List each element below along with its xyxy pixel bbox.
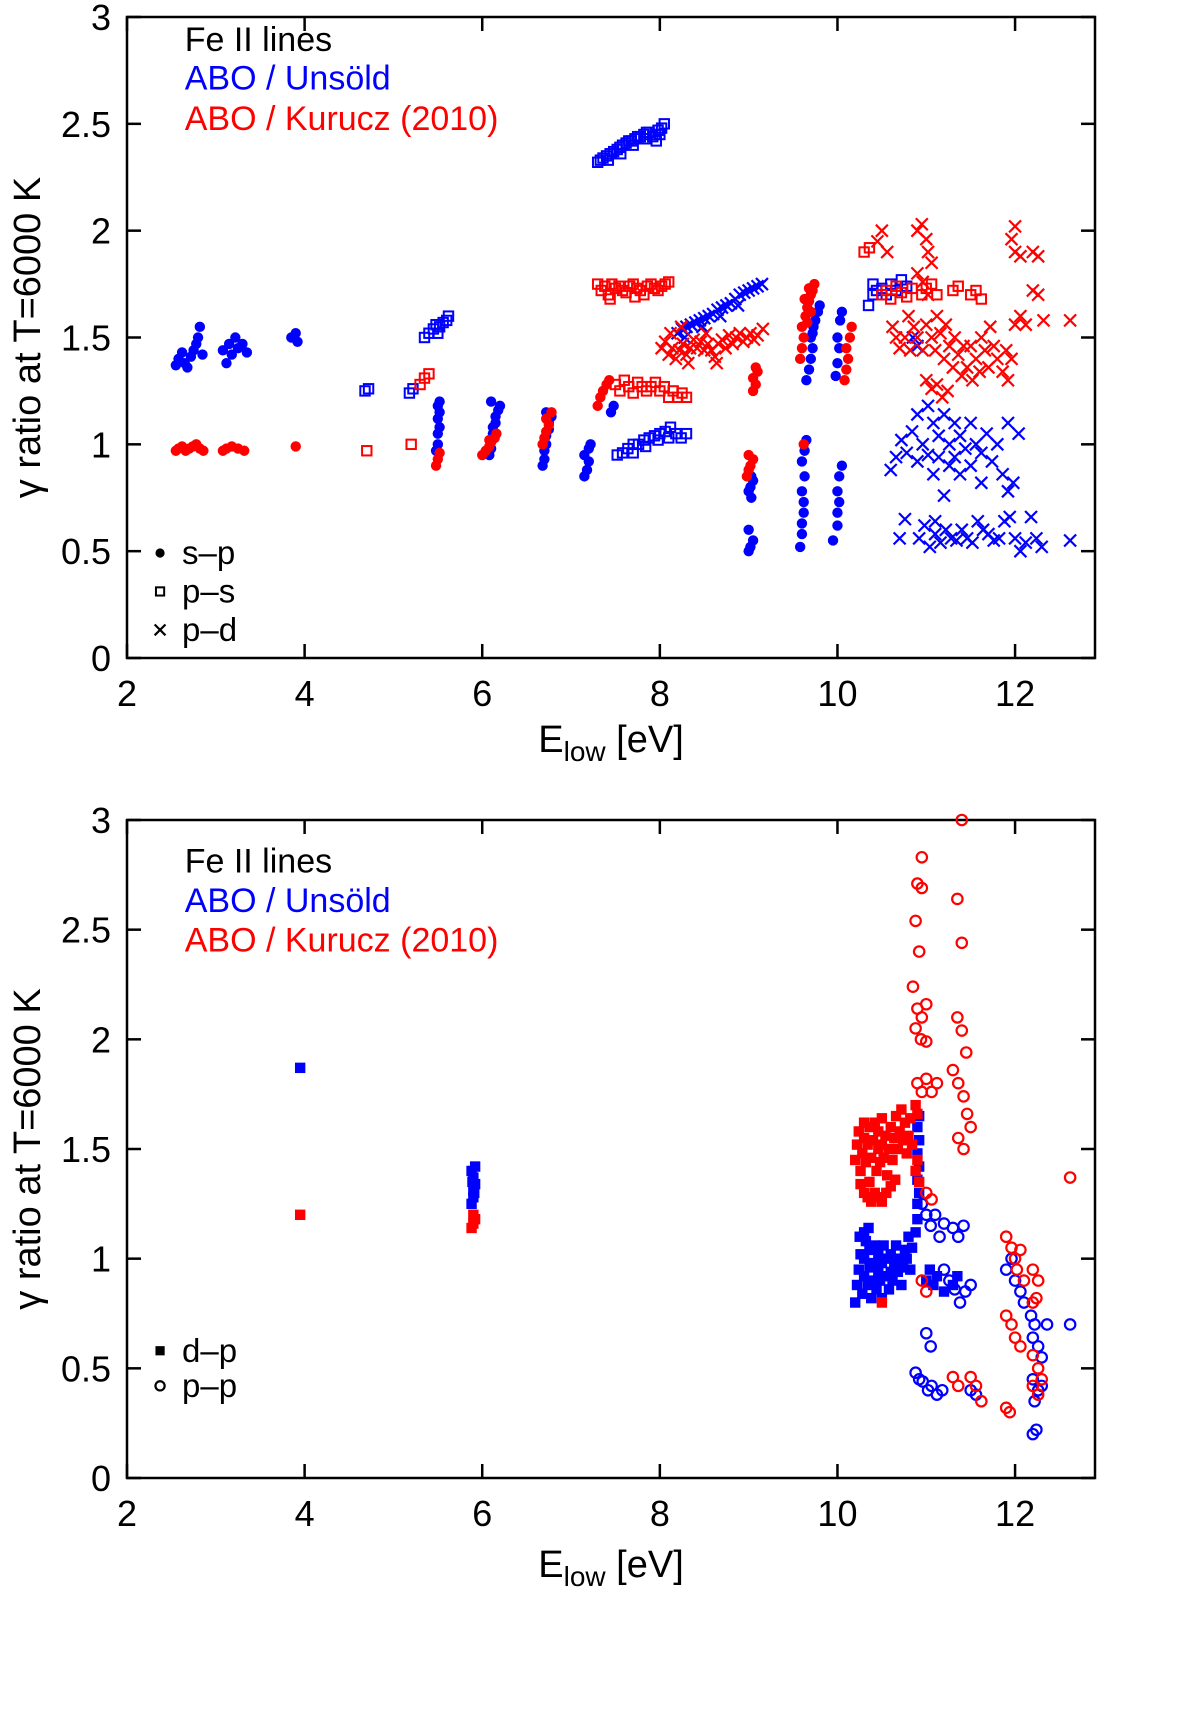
y-tick-label: 0: [91, 1458, 111, 1499]
legend-line: Fe II lines: [185, 843, 332, 881]
y-tick-label: 0.5: [61, 531, 111, 572]
x-tick-label: 4: [295, 673, 315, 714]
series-p-p-abo-uns-ld: [909, 1197, 1077, 1441]
y-tick-label: 2: [91, 1019, 111, 1060]
y-axis-label: γ ratio at T=6000 K: [7, 988, 49, 1309]
x-axis-label: Elow [eV]: [538, 1544, 684, 1592]
y-tick-label: 1.5: [61, 318, 111, 359]
legend-line: ABO / Kurucz (2010): [185, 922, 499, 960]
series-p-d-abo-kurucz: [654, 217, 1077, 405]
y-tick-label: 1: [91, 424, 111, 465]
x-tick-label: 10: [817, 673, 857, 714]
marker-legend-label: s–p: [182, 534, 235, 571]
marker-legend: s–pp–sp–d: [153, 534, 237, 648]
y-tick-label: 2: [91, 211, 111, 252]
series-s-p-abo-kurucz: [170, 278, 857, 482]
series-p-d-abo-uns-ld: [670, 277, 1077, 558]
x-tick-label: 2: [117, 1493, 137, 1534]
x-tick-label: 4: [295, 1493, 315, 1534]
marker-legend-label: p–p: [182, 1367, 237, 1404]
y-tick-label: 0.5: [61, 1348, 111, 1389]
legend-line: ABO / Kurucz (2010): [185, 100, 499, 138]
x-axis-label: Elow [eV]: [538, 719, 684, 767]
series-d-p-abo-uns-ld: [294, 1062, 963, 1308]
axes: 2 4 6 8 10 12 0 0.5 1 1.5 2 2.5 3: [61, 800, 1097, 1534]
series-s-p-abo-uns-ld: [170, 300, 848, 557]
x-tick-label: 8: [650, 673, 670, 714]
y-tick-label: 2.5: [61, 104, 111, 145]
y-tick-label: 1: [91, 1239, 111, 1280]
y-tick-label: 1.5: [61, 1129, 111, 1170]
y-tick-label: 2.5: [61, 910, 111, 951]
marker-legend-label: d–p: [182, 1332, 237, 1369]
y-tick-label: 3: [91, 0, 111, 38]
series-p-s-abo-kurucz: [361, 242, 988, 457]
bottom-scatter-plot: 2 4 6 8 10 12 0 0.5 1 1.5 2 2.5 3 Elow [eV] γ ratio at…: [7, 800, 1097, 1592]
marker-legend-label: p–d: [182, 611, 237, 648]
x-tick-label: 8: [650, 1493, 670, 1534]
marker-legend: d–pp–p: [154, 1332, 237, 1404]
top-scatter-plot: 2 4 6 8 10 12 0 0.5 1 1.5 2 2.5 3 Elow [eV] γ ratio at…: [7, 0, 1097, 767]
y-axis-label: γ ratio at T=6000 K: [7, 177, 49, 498]
series-d-p-abo-kurucz: [294, 1099, 925, 1308]
x-tick-label: 6: [472, 1493, 492, 1534]
legend-line: ABO / Unsöld: [185, 60, 391, 98]
y-tick-label: 3: [91, 800, 111, 841]
legend-line: Fe II lines: [185, 21, 332, 59]
legend-line: ABO / Unsöld: [185, 882, 391, 920]
series-p-p-abo-kurucz: [906, 813, 1077, 1419]
x-tick-label: 10: [817, 1493, 857, 1534]
y-tick-label: 0: [91, 638, 111, 679]
axes: 2 4 6 8 10 12 0 0.5 1 1.5 2 2.5 3: [61, 0, 1097, 714]
marker-legend-label: p–s: [182, 572, 235, 609]
x-tick-label: 12: [995, 1493, 1035, 1534]
x-tick-label: 6: [472, 673, 492, 714]
x-tick-label: 2: [117, 673, 137, 714]
x-tick-label: 12: [995, 673, 1035, 714]
